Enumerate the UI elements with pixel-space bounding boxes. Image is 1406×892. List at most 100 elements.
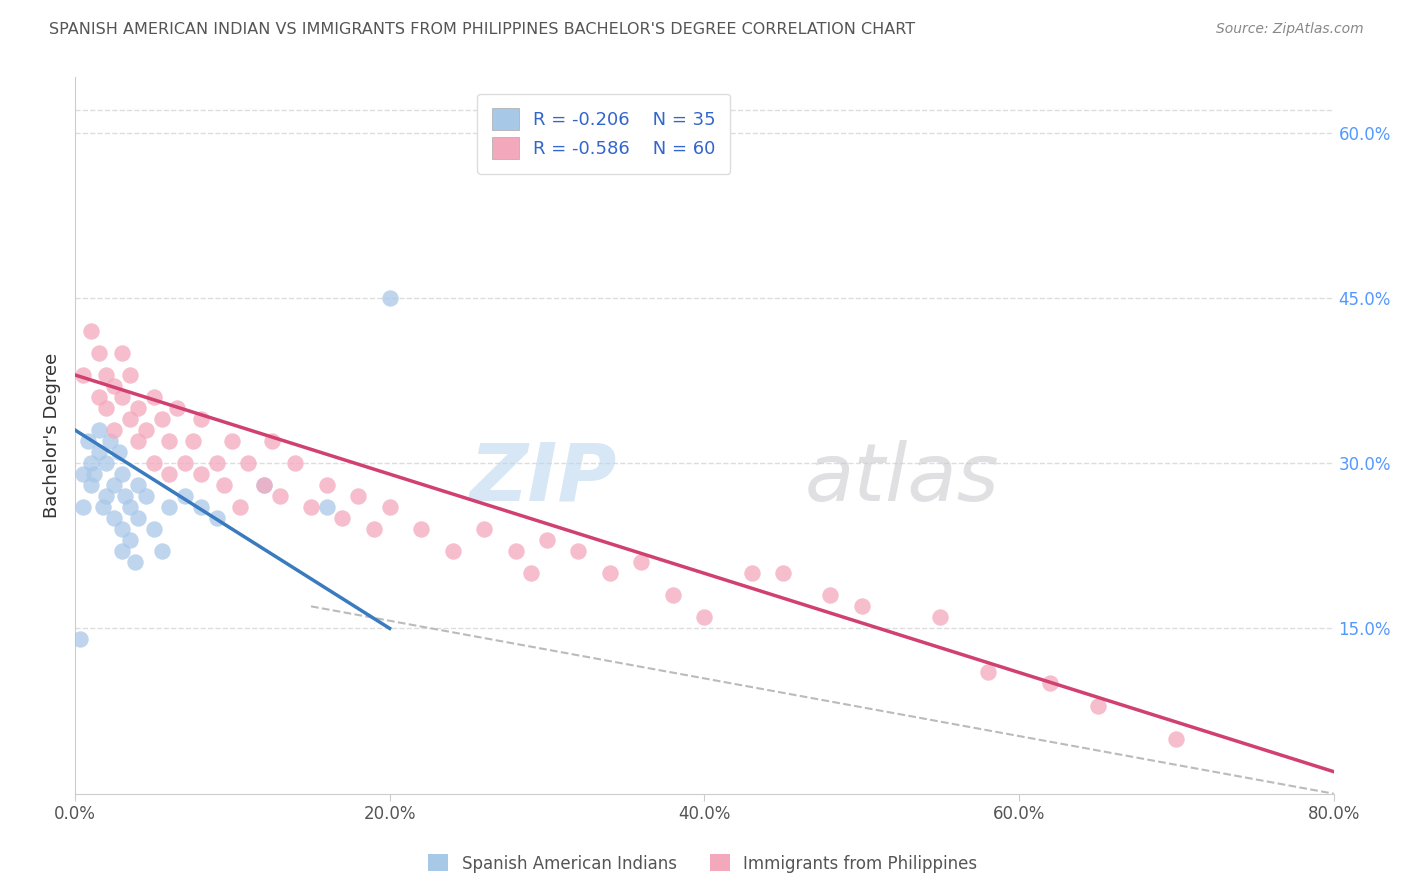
Point: [190, 467, 212, 482]
Point: [693, 610, 716, 624]
Point: [111, 390, 134, 404]
Point: [166, 401, 188, 415]
Point: [260, 434, 283, 448]
Point: [315, 478, 337, 492]
Point: [127, 434, 149, 448]
Point: [124, 555, 146, 569]
Point: [818, 588, 841, 602]
Point: [741, 566, 763, 581]
Point: [505, 544, 527, 558]
Point: [96, 401, 118, 415]
Point: [87, 390, 110, 404]
Point: [72, 467, 94, 482]
Point: [929, 610, 952, 624]
Point: [1166, 731, 1188, 746]
Point: [567, 544, 589, 558]
Point: [120, 368, 142, 382]
Point: [284, 456, 307, 470]
Point: [135, 489, 157, 503]
Point: [91, 500, 114, 515]
Point: [72, 500, 94, 515]
Point: [142, 522, 165, 536]
Point: [174, 489, 197, 503]
Text: Source: ZipAtlas.com: Source: ZipAtlas.com: [1216, 22, 1364, 37]
Point: [120, 412, 142, 426]
Point: [205, 511, 228, 525]
Point: [536, 533, 558, 548]
Point: [190, 412, 212, 426]
Point: [96, 456, 118, 470]
Point: [142, 456, 165, 470]
Point: [69, 632, 91, 647]
Point: [150, 412, 173, 426]
Point: [851, 599, 873, 614]
Point: [111, 467, 134, 482]
Point: [190, 500, 212, 515]
Text: ZIP: ZIP: [468, 440, 616, 517]
Point: [520, 566, 543, 581]
Point: [80, 478, 103, 492]
Point: [98, 434, 121, 448]
Point: [80, 324, 103, 338]
Point: [111, 346, 134, 360]
Point: [205, 456, 228, 470]
Y-axis label: Bachelor's Degree: Bachelor's Degree: [44, 353, 60, 518]
Point: [120, 500, 142, 515]
Point: [127, 401, 149, 415]
Point: [72, 368, 94, 382]
Point: [114, 489, 136, 503]
Point: [269, 489, 291, 503]
Point: [976, 665, 998, 680]
Point: [157, 434, 180, 448]
Point: [87, 445, 110, 459]
Point: [103, 379, 125, 393]
Point: [83, 467, 105, 482]
Point: [120, 533, 142, 548]
Point: [87, 423, 110, 437]
Point: [411, 522, 433, 536]
Point: [662, 588, 685, 602]
Point: [772, 566, 794, 581]
Legend: Spanish American Indians, Immigrants from Philippines: Spanish American Indians, Immigrants fro…: [422, 847, 984, 880]
Point: [299, 500, 322, 515]
Point: [236, 456, 259, 470]
Point: [87, 346, 110, 360]
Point: [253, 478, 276, 492]
Point: [76, 434, 98, 448]
Point: [127, 478, 149, 492]
Point: [347, 489, 370, 503]
Point: [80, 456, 103, 470]
Point: [1087, 698, 1109, 713]
Text: SPANISH AMERICAN INDIAN VS IMMIGRANTS FROM PHILIPPINES BACHELOR'S DEGREE CORRELA: SPANISH AMERICAN INDIAN VS IMMIGRANTS FR…: [49, 22, 915, 37]
Legend: R = -0.206    N = 35, R = -0.586    N = 60: R = -0.206 N = 35, R = -0.586 N = 60: [477, 94, 730, 174]
Point: [229, 500, 252, 515]
Point: [111, 522, 134, 536]
Point: [111, 544, 134, 558]
Point: [157, 500, 180, 515]
Point: [142, 390, 165, 404]
Point: [363, 522, 385, 536]
Point: [108, 445, 131, 459]
Point: [378, 291, 401, 305]
Point: [214, 478, 236, 492]
Point: [96, 368, 118, 382]
Point: [103, 478, 125, 492]
Point: [472, 522, 495, 536]
Point: [96, 489, 118, 503]
Point: [127, 511, 149, 525]
Point: [181, 434, 204, 448]
Point: [253, 478, 276, 492]
Text: atlas: atlas: [806, 440, 1000, 517]
Point: [441, 544, 464, 558]
Point: [150, 544, 173, 558]
Point: [315, 500, 337, 515]
Point: [135, 423, 157, 437]
Point: [103, 511, 125, 525]
Point: [157, 467, 180, 482]
Point: [1039, 676, 1062, 690]
Point: [378, 500, 401, 515]
Point: [174, 456, 197, 470]
Point: [332, 511, 354, 525]
Point: [103, 423, 125, 437]
Point: [221, 434, 243, 448]
